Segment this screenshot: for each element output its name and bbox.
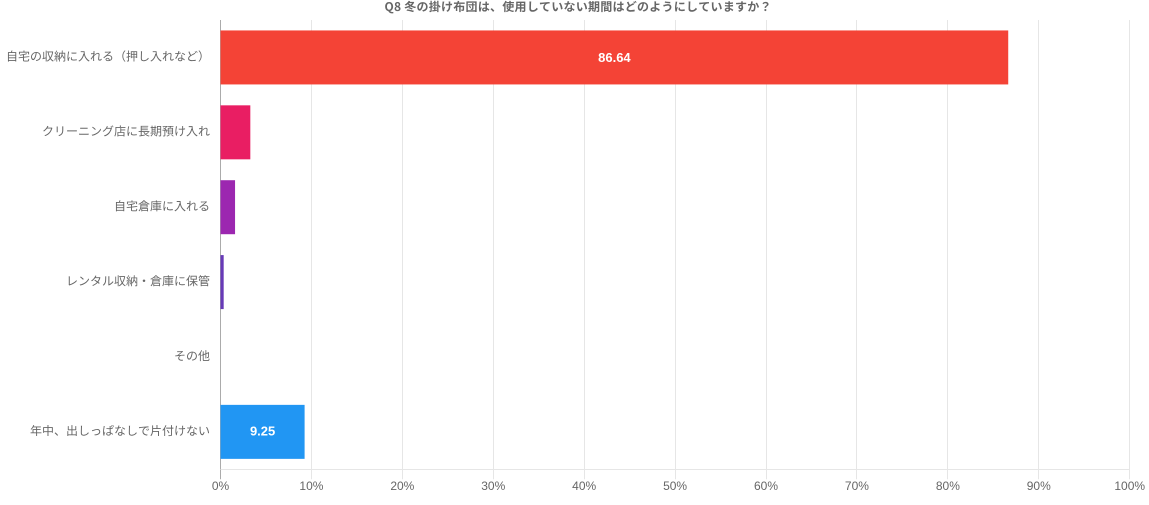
svg-text:0%: 0% <box>212 479 230 493</box>
svg-text:70%: 70% <box>845 479 869 493</box>
svg-text:10%: 10% <box>299 479 323 493</box>
svg-text:90%: 90% <box>1027 479 1051 493</box>
svg-text:40%: 40% <box>572 479 596 493</box>
svg-text:30%: 30% <box>481 479 505 493</box>
svg-text:50%: 50% <box>663 479 687 493</box>
svg-text:60%: 60% <box>754 479 778 493</box>
svg-text:20%: 20% <box>390 479 414 493</box>
svg-text:86.64: 86.64 <box>598 50 631 65</box>
svg-text:9.25: 9.25 <box>250 424 275 439</box>
svg-text:80%: 80% <box>936 479 960 493</box>
svg-text:100%: 100% <box>1114 479 1145 493</box>
